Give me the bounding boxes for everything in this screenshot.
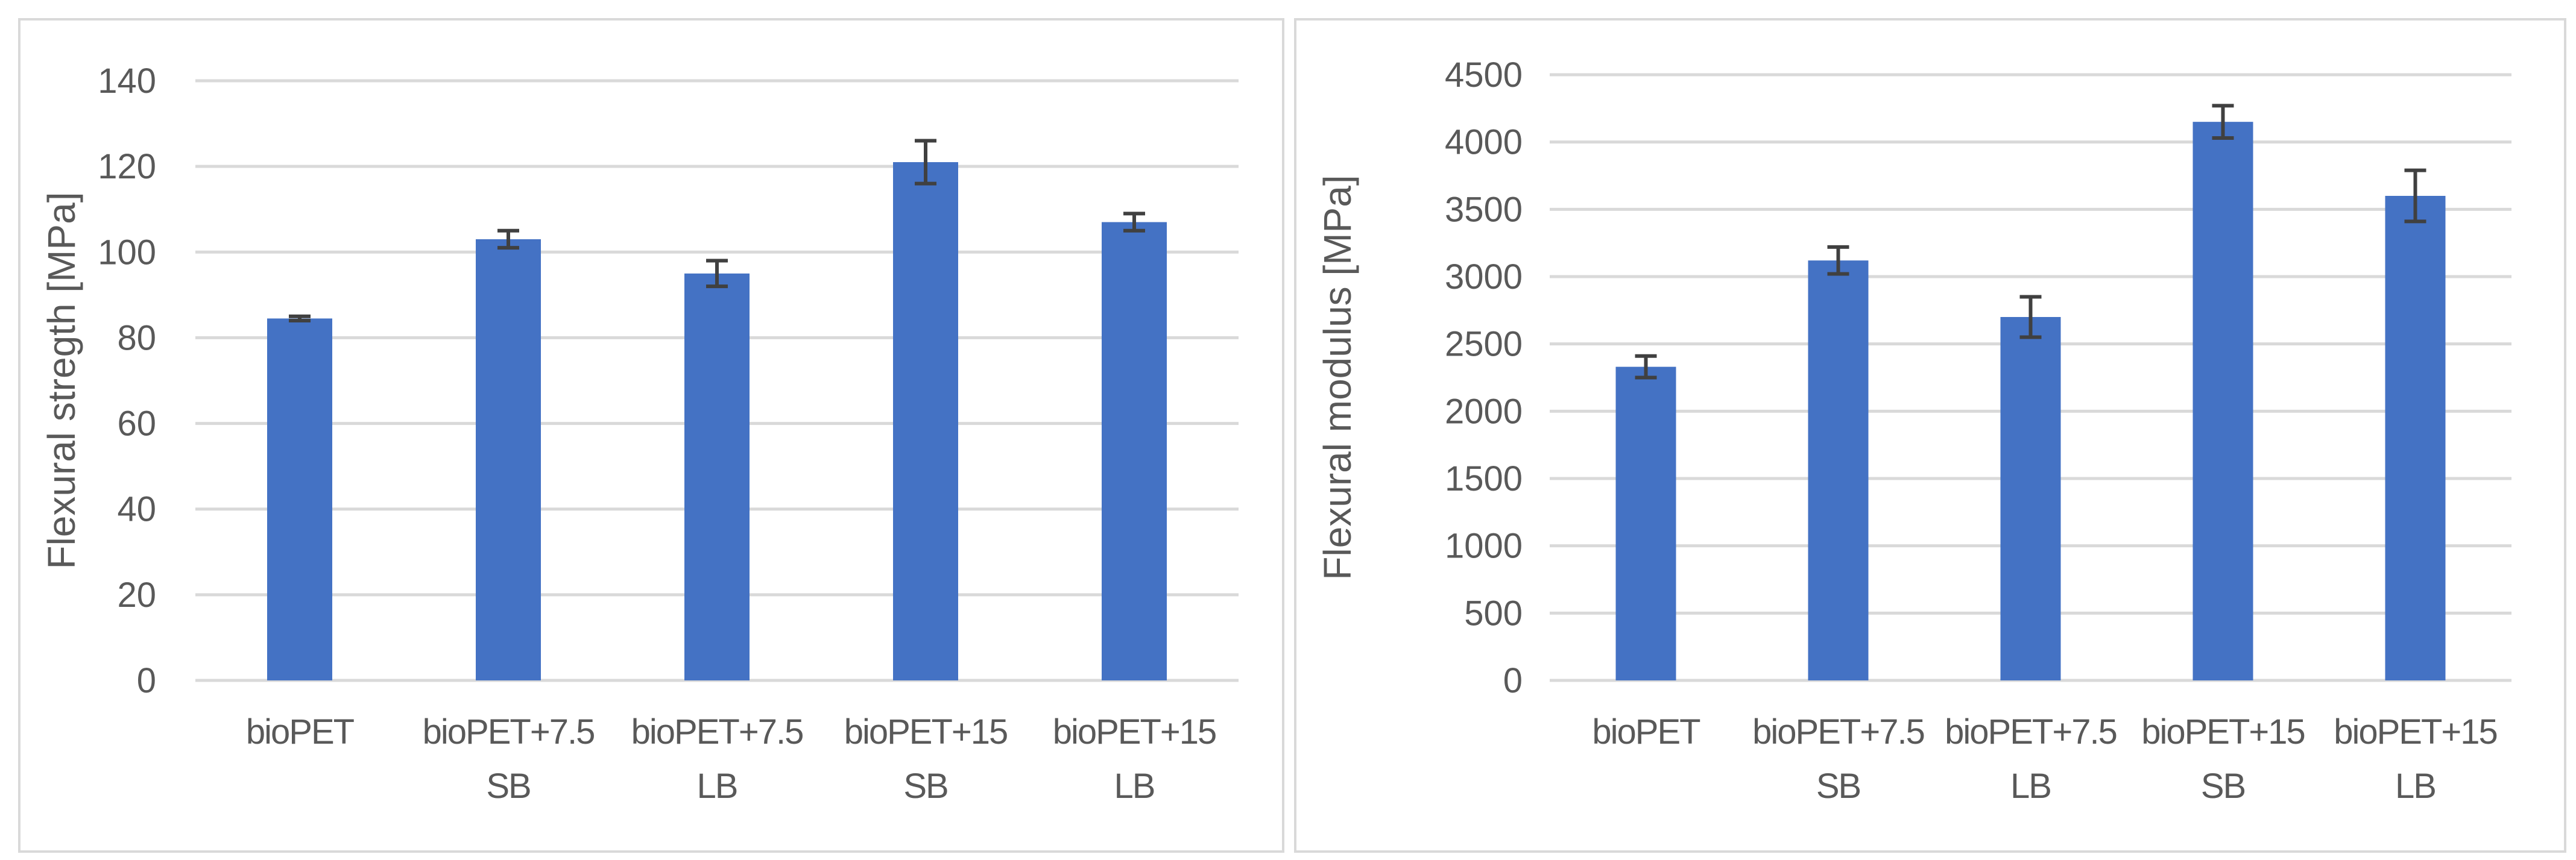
flexural-strength-chart: 0 20 40 60 80 100 120 140 bioPET bioPET+7.5 SB bioP… [40, 61, 1239, 806]
chart-panel-modulus: 0 500 1000 1500 2000 2500 3000 3500 4000 4500 bioP… [1294, 18, 2566, 853]
strength-category-label: LB [1114, 767, 1155, 806]
strength-ytick-label: 80 [117, 318, 156, 357]
modulus-bar [2385, 196, 2446, 680]
strength-bar [476, 239, 541, 680]
strength-category-label: bioPET+7.5 [631, 712, 803, 752]
strength-ytick-label: 120 [98, 147, 156, 186]
strength-bar [267, 318, 332, 680]
modulus-ytick-label: 2500 [1445, 325, 1523, 364]
modulus-category-label: bioPET [1592, 712, 1700, 752]
strength-y-axis-title: Flexural stregth [MPa] [40, 192, 83, 570]
strength-ytick-label: 100 [98, 233, 156, 272]
strength-ytick-label: 40 [117, 490, 156, 529]
modulus-ytick-label: 1000 [1445, 527, 1523, 566]
strength-ytick-label: 140 [98, 61, 156, 101]
modulus-category-label: SB [2201, 767, 2245, 806]
strength-ytick-label: 60 [117, 404, 156, 444]
strength-ytick-label: 0 [137, 661, 156, 700]
modulus-ytick-label: 4000 [1445, 123, 1523, 162]
strength-bar [684, 273, 750, 681]
modulus-bar [1615, 366, 1676, 680]
chart-panel-strength: 0 20 40 60 80 100 120 140 bioPET bioPET+7.5 SB bioP… [18, 18, 1284, 853]
strength-category-label: SB [486, 767, 530, 806]
strength-category-label: bioPET+15 [844, 712, 1008, 752]
modulus-ytick-label: 3000 [1445, 257, 1523, 297]
modulus-category-label: SB [1816, 767, 1860, 806]
strength-category-label: LB [697, 767, 737, 806]
strength-category-label: bioPET [246, 712, 355, 752]
modulus-y-axis-title: Flexural modulus [MPa] [1316, 175, 1359, 580]
flexural-modulus-chart: 0 500 1000 1500 2000 2500 3000 3500 4000 4500 bioP… [1316, 55, 2511, 806]
modulus-category-label: bioPET+7.5 [1945, 712, 2117, 752]
modulus-ytick-label: 1500 [1445, 459, 1523, 498]
strength-category-label: bioPET+15 [1053, 712, 1216, 752]
modulus-bar [2000, 317, 2061, 680]
modulus-ytick-label: 0 [1503, 661, 1523, 700]
modulus-ytick-label: 4500 [1445, 55, 1523, 95]
strength-bar [893, 162, 958, 680]
modulus-category-label: bioPET+15 [2334, 712, 2497, 752]
modulus-category-label: bioPET+7.5 [1752, 712, 1924, 752]
modulus-category-label: bioPET+15 [2141, 712, 2305, 752]
modulus-bar [1808, 260, 1869, 680]
modulus-ytick-label: 500 [1464, 594, 1523, 633]
strength-category-label: bioPET+7.5 [423, 712, 595, 752]
modulus-ytick-label: 2000 [1445, 392, 1523, 431]
strength-bar [1102, 222, 1167, 680]
modulus-category-label: LB [2395, 767, 2436, 806]
strength-ytick-label: 20 [117, 576, 156, 615]
modulus-bar [2192, 122, 2253, 680]
modulus-ytick-label: 3500 [1445, 190, 1523, 229]
modulus-category-label: LB [2010, 767, 2051, 806]
strength-category-label: SB [903, 767, 947, 806]
